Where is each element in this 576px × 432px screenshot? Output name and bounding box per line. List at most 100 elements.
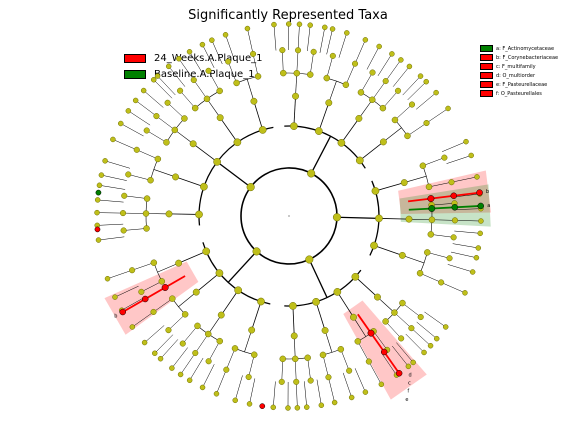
edge-135	[154, 334, 174, 354]
node-108	[331, 399, 338, 406]
edge-201	[408, 205, 481, 211]
edge-187	[208, 70, 220, 92]
node-91	[333, 288, 342, 296]
edge-80	[385, 321, 402, 339]
node-34	[406, 63, 413, 70]
node-172	[94, 209, 100, 216]
node-132	[234, 286, 243, 295]
node-68	[370, 241, 378, 250]
node-180	[125, 171, 132, 178]
edge-88	[381, 353, 397, 376]
node-100	[312, 297, 320, 306]
chart-title: Significantly Represented Taxa	[188, 8, 388, 23]
clade-key-swatch-c	[480, 63, 493, 70]
edge-35	[383, 127, 402, 143]
node-204	[165, 63, 172, 70]
node-201	[191, 104, 199, 112]
edge-61	[452, 243, 479, 249]
node-181	[98, 172, 105, 178]
node-87	[382, 318, 389, 325]
edge-36	[394, 104, 413, 121]
node-50	[463, 138, 469, 145]
node-35	[417, 73, 424, 79]
edge-175	[135, 100, 157, 117]
node-42	[404, 132, 411, 140]
root-node	[288, 215, 290, 217]
edge-71	[308, 259, 328, 298]
node-179	[147, 176, 154, 184]
legend-label-baseline: Baseline.A.Plaque_1	[154, 68, 255, 80]
node-65	[450, 234, 457, 241]
edge-130	[160, 339, 179, 359]
clade-key-item-a: a: F_Actinomycetaceae	[480, 44, 558, 53]
edge-174	[156, 115, 175, 131]
node-222	[380, 348, 388, 356]
node-188	[163, 139, 170, 146]
edge-38	[416, 92, 437, 110]
clade-letter-c: c	[408, 381, 411, 387]
clade-key-swatch-a	[480, 45, 493, 52]
node-214	[233, 79, 240, 87]
edge-176	[167, 102, 185, 119]
edge-47	[441, 141, 467, 152]
node-22	[362, 37, 369, 43]
node-223	[395, 370, 403, 377]
clade-key-label-e: e: F_Pasteurellaceae	[496, 81, 548, 88]
edge-185	[193, 79, 208, 100]
node-166	[143, 225, 150, 232]
edge-186	[178, 58, 194, 81]
node-90	[410, 359, 416, 366]
edge-48	[446, 155, 472, 164]
node-232	[477, 202, 484, 210]
edge-19	[338, 32, 348, 58]
node-142	[179, 340, 186, 347]
edge-106	[295, 381, 298, 408]
edge-57	[431, 219, 455, 221]
node-153	[129, 324, 136, 330]
edge-90	[368, 361, 382, 385]
edge-39	[407, 122, 427, 137]
node-141	[194, 322, 201, 330]
node-103	[346, 367, 353, 374]
node-230	[428, 205, 436, 212]
node-62	[451, 217, 458, 224]
node-175	[94, 197, 101, 203]
node-168	[95, 237, 102, 243]
node-105	[348, 394, 355, 401]
edge-195	[225, 34, 235, 60]
node-221	[367, 329, 375, 337]
edge-102	[307, 357, 311, 381]
node-86	[427, 342, 434, 349]
node-32	[379, 104, 387, 112]
edge-105	[294, 358, 297, 382]
edge-2	[310, 135, 332, 174]
edge-64	[402, 255, 425, 264]
node-114	[303, 404, 310, 410]
edge-145	[132, 262, 154, 271]
node-229	[476, 189, 483, 196]
edge-65	[427, 252, 450, 259]
edge-51	[378, 217, 409, 220]
edge-163	[128, 174, 151, 181]
node-7	[293, 69, 301, 77]
clade-highlight-1	[104, 261, 199, 335]
node-128	[232, 397, 238, 404]
node-133	[217, 311, 225, 319]
node-95	[405, 363, 412, 370]
node-145	[215, 269, 224, 277]
node-113	[318, 402, 325, 409]
edge-42	[336, 216, 379, 220]
edge-157	[124, 195, 148, 199]
clade-key: a: F_Actinomycetaceae b: F_Corynebacteri…	[480, 44, 558, 98]
node-190	[118, 120, 124, 127]
edge-179	[219, 117, 238, 143]
node-67	[475, 245, 482, 251]
edge-29	[385, 59, 402, 82]
node-123	[257, 297, 265, 306]
node-64	[427, 231, 435, 238]
clade-key-item-f: f: O_Pasteurellales	[480, 89, 558, 98]
node-227	[427, 195, 435, 203]
edge-144	[114, 285, 139, 298]
edge-91	[315, 301, 326, 331]
